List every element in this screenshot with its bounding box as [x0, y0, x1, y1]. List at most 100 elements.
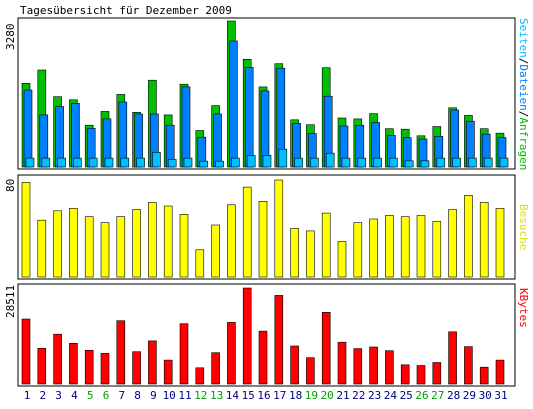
- bar-pages-day-16: [262, 155, 272, 168]
- panel-hits-files-pages: 3280 Seiten/Dateien/Anfragen: [4, 17, 530, 170]
- bar-visits-day-24: [385, 215, 394, 278]
- x-tick-label-day-30: 30: [479, 389, 492, 402]
- bar-pages-day-24: [389, 157, 398, 168]
- panel-frame-hits: [17, 17, 516, 170]
- x-tick-label-day-3: 3: [55, 389, 62, 402]
- x-tick-label-day-25: 25: [400, 389, 413, 402]
- bar-files-day-15: [244, 67, 254, 168]
- x-tick-label-day-10: 10: [163, 389, 176, 402]
- x-tick-label-day-23: 23: [368, 389, 381, 402]
- legend-hits: Anfragen: [517, 117, 530, 170]
- bar-kbytes-day-9: [148, 340, 157, 385]
- bar-visits-day-2: [37, 219, 47, 278]
- legend-separator-2: /: [517, 111, 530, 118]
- bar-kbytes-day-13: [211, 352, 220, 385]
- bar-kbytes-day-31: [495, 359, 505, 385]
- bar-visits-day-7: [116, 216, 126, 278]
- bar-pages-day-18: [294, 157, 303, 168]
- bar-visits-day-8: [132, 209, 141, 278]
- x-tick-label-day-5: 5: [87, 389, 94, 402]
- legend-hits-files-pages: Seiten/Dateien/Anfragen: [517, 18, 530, 170]
- bar-visits-day-3: [53, 210, 62, 278]
- bar-pages-day-10: [167, 159, 177, 168]
- bar-visits-day-1: [21, 182, 31, 278]
- bar-kbytes-day-24: [385, 350, 394, 385]
- bars-kbytes: [21, 287, 505, 385]
- panel-visits: 80 Besuche: [4, 174, 530, 280]
- bar-visits-day-10: [163, 205, 173, 278]
- x-tick-label-day-16: 16: [257, 389, 270, 402]
- bar-visits-day-29: [464, 195, 473, 278]
- bar-kbytes-day-26: [416, 365, 426, 385]
- legend-visits: Besuche: [517, 204, 530, 250]
- bar-kbytes-day-27: [432, 362, 442, 385]
- bar-visits-day-17: [274, 179, 284, 278]
- bar-pages-day-20: [325, 152, 335, 168]
- x-tick-label-day-12: 12: [194, 389, 207, 402]
- bar-visits-day-26: [416, 215, 426, 278]
- bar-pages-day-31: [499, 157, 509, 168]
- legend-pages: Seiten: [517, 18, 530, 58]
- x-tick-label-day-8: 8: [134, 389, 141, 402]
- bar-visits-day-6: [100, 222, 110, 278]
- bar-kbytes-day-25: [400, 364, 410, 385]
- bar-kbytes-day-1: [21, 318, 31, 385]
- bar-kbytes-day-6: [100, 353, 110, 385]
- bar-pages-day-3: [57, 157, 66, 168]
- x-tick-label-day-9: 9: [150, 389, 157, 402]
- bar-kbytes-day-30: [479, 366, 489, 385]
- bar-visits-day-22: [353, 222, 363, 278]
- bar-kbytes-day-3: [53, 333, 62, 385]
- x-tick-label-day-2: 2: [39, 389, 46, 402]
- bar-visits-day-20: [321, 212, 331, 278]
- x-tick-label-day-27: 27: [431, 389, 444, 402]
- x-tick-label-day-18: 18: [289, 389, 302, 402]
- bar-kbytes-day-16: [258, 330, 268, 385]
- bar-pages-day-2: [41, 157, 51, 168]
- bar-pages-day-5: [88, 157, 98, 168]
- x-tick-label-day-24: 24: [384, 389, 398, 402]
- bar-kbytes-day-18: [290, 345, 299, 385]
- bar-files-day-1: [23, 89, 33, 168]
- bar-kbytes-day-10: [163, 359, 173, 385]
- bar-pages-day-17: [278, 148, 288, 168]
- x-tick-label-day-13: 13: [210, 389, 223, 402]
- bar-visits-day-30: [479, 202, 489, 278]
- bar-kbytes-day-19: [306, 357, 315, 385]
- bars-visits: [21, 179, 505, 278]
- ymax-label-visits: 80: [4, 179, 17, 192]
- bar-pages-day-21: [341, 157, 351, 168]
- bar-pages-day-29: [468, 157, 477, 168]
- bar-visits-day-27: [432, 221, 442, 278]
- bar-files-day-4: [71, 103, 80, 168]
- x-tick-label-day-26: 26: [415, 389, 428, 402]
- x-tick-label-day-1: 1: [24, 389, 31, 402]
- bar-kbytes-day-23: [369, 346, 378, 385]
- x-tick-label-day-17: 17: [273, 389, 286, 402]
- bar-kbytes-day-5: [84, 349, 94, 385]
- bar-visits-day-23: [369, 218, 378, 278]
- bar-kbytes-day-8: [132, 351, 141, 385]
- bar-visits-day-11: [179, 214, 189, 278]
- bar-pages-day-15: [246, 155, 256, 168]
- x-tick-label-day-19: 19: [305, 389, 318, 402]
- bar-pages-day-1: [25, 157, 35, 168]
- x-tick-label-day-7: 7: [118, 389, 125, 402]
- bar-visits-day-19: [306, 230, 315, 278]
- bar-pages-day-27: [436, 157, 446, 168]
- bar-pages-day-8: [136, 157, 145, 168]
- bar-kbytes-day-21: [337, 341, 347, 385]
- bar-visits-day-4: [69, 208, 78, 278]
- bar-pages-day-26: [420, 160, 430, 168]
- bar-kbytes-day-20: [321, 311, 331, 385]
- x-tick-label-day-6: 6: [103, 389, 110, 402]
- bar-kbytes-day-12: [195, 367, 205, 385]
- bar-pages-day-25: [404, 160, 414, 168]
- bar-pages-day-9: [152, 152, 161, 168]
- panel-frame-kbytes: [17, 283, 516, 387]
- x-tick-label-day-15: 15: [242, 389, 255, 402]
- x-tick-label-day-20: 20: [321, 389, 334, 402]
- ymax-label-kbytes: 28511: [4, 285, 17, 318]
